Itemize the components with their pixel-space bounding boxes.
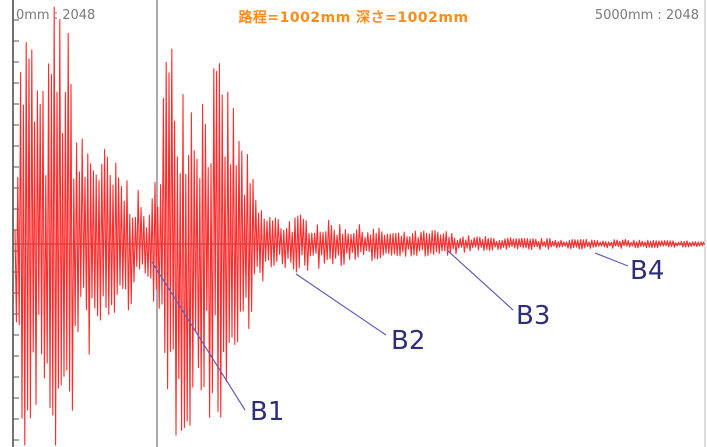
leader-b4 xyxy=(594,252,629,267)
annotation-b3: B3 xyxy=(516,301,551,331)
leader-b2 xyxy=(295,273,387,336)
range-end-label: 5000mm : 2048 xyxy=(594,8,699,23)
annotation-b4: B4 xyxy=(630,256,665,286)
waveform-trace xyxy=(14,6,705,446)
range-start-label: 0mm : 2048 xyxy=(16,8,96,23)
leader-lines xyxy=(151,249,629,411)
distance-depth-readout: 路程=1002mm 深さ=1002mm xyxy=(238,10,469,26)
annotation-b1: B1 xyxy=(250,397,285,427)
annotation-b2: B2 xyxy=(391,326,426,356)
leader-b3 xyxy=(446,249,514,311)
leader-b1 xyxy=(151,261,246,411)
